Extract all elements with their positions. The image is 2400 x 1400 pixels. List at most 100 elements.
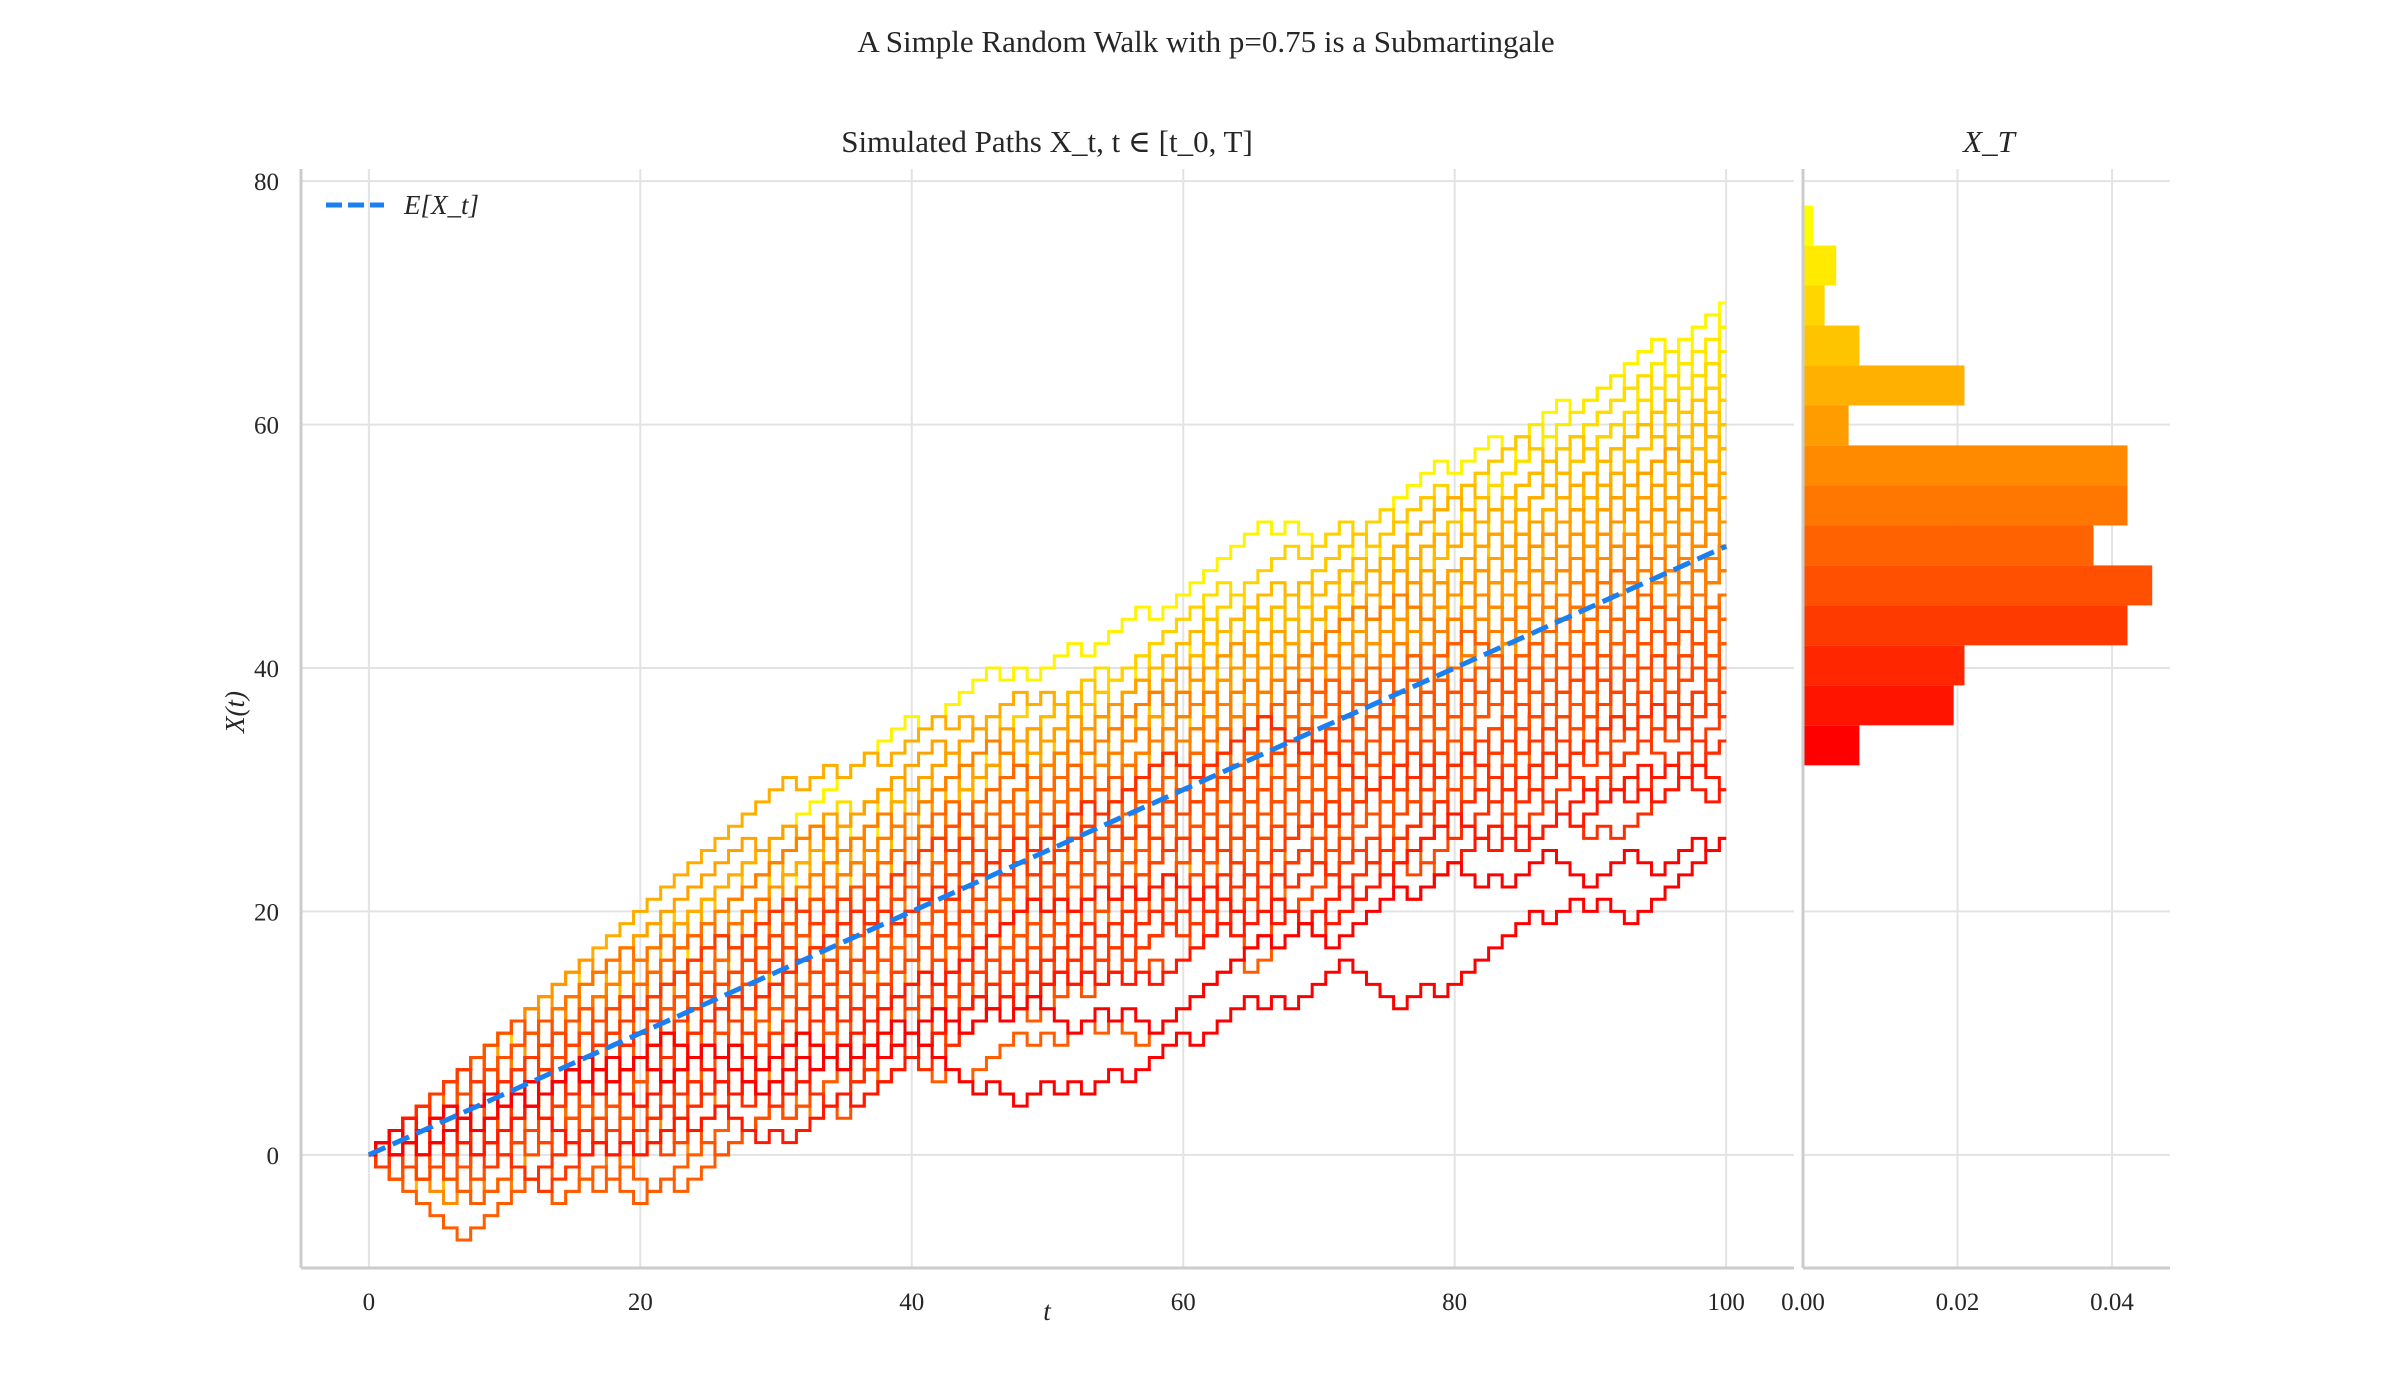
histogram-bar [1803, 645, 1965, 686]
histogram-bar [1803, 685, 1954, 726]
histogram-bar [1803, 485, 2128, 526]
histogram-tick-labels: 0.00 0.02 0.04 [1781, 1289, 2134, 1316]
random-walk-path [368, 362, 1727, 1157]
random-walk-path [368, 617, 1727, 1169]
random-walk-path [368, 374, 1727, 1169]
histogram-bar [1803, 245, 1837, 286]
random-walk-path [368, 642, 1727, 1157]
random-walk-path [368, 423, 1727, 1169]
random-walk-path [368, 763, 1727, 1157]
random-walk-path [368, 629, 1727, 1157]
random-walk-path [368, 836, 1727, 1157]
paths-title: Simulated Paths X_t, t ∈ [t_0, T] [841, 124, 1253, 159]
random-walk-path [368, 447, 1727, 1169]
random-walk-path [368, 654, 1727, 1157]
random-walk-path [368, 410, 1727, 1157]
histogram-bar [1803, 565, 2153, 606]
random-walk-path [368, 569, 1727, 1169]
legend: E[X_t] [326, 190, 479, 220]
histogram-bar [1803, 605, 2128, 646]
y-tick-label: 80 [254, 169, 279, 196]
random-walk-path [368, 605, 1727, 1157]
histogram-axes: 0.00 0.02 0.04 X_T [1781, 124, 2170, 1316]
hist-x-tick-label: 0.02 [1936, 1289, 1980, 1316]
random-walk-path [368, 703, 1727, 1157]
random-walk-path [368, 776, 1727, 1157]
histogram-bar [1803, 325, 1860, 366]
hist-x-tick-label: 0.00 [1781, 1289, 1825, 1316]
expected-value-line [367, 544, 1728, 1158]
random-walk-path [368, 739, 1727, 1181]
histogram-bar [1803, 725, 1860, 766]
random-walk-path [368, 423, 1727, 1169]
random-walk-path [368, 666, 1727, 1169]
random-walk-path [368, 483, 1727, 1157]
x-tick-label: 0 [363, 1289, 376, 1316]
random-walk-path [368, 447, 1727, 1169]
x-tick-label: 80 [1442, 1289, 1467, 1316]
y-tick-label: 20 [254, 899, 279, 926]
random-walk-path [368, 605, 1727, 1157]
legend-label: E[X_t] [403, 190, 479, 220]
hist-x-tick-label: 0.04 [2090, 1289, 2134, 1316]
random-walk-path [368, 447, 1727, 1193]
figure-suptitle: A Simple Random Walk with p=0.75 is a Su… [857, 24, 1554, 59]
random-walk-path [368, 520, 1727, 1193]
random-walk-path [368, 617, 1727, 1169]
histogram-bar [1803, 205, 1814, 246]
x-axis-label: t [1043, 1296, 1052, 1326]
y-tick-label: 60 [254, 413, 279, 440]
random-walk-path [368, 836, 1727, 1157]
random-walk-path [368, 459, 1727, 1157]
random-walk-path [368, 386, 1727, 1157]
random-walk-path [368, 386, 1727, 1157]
random-walk-path [368, 605, 1727, 1157]
x-tick-label: 100 [1707, 1289, 1745, 1316]
random-walk-path [368, 703, 1727, 1157]
x-tick-label: 20 [628, 1289, 653, 1316]
random-walk-path [368, 435, 1727, 1157]
random-walk-path [368, 642, 1727, 1169]
random-walk-path [368, 496, 1727, 1169]
random-walk-path [368, 617, 1727, 1169]
histogram-title: X_T [1961, 124, 2017, 159]
histogram-bar [1803, 285, 1825, 326]
random-walk-path [368, 605, 1727, 1157]
histogram-bar [1803, 405, 1849, 446]
y-axis-label: X(t) [220, 691, 250, 734]
random-walk-path [368, 654, 1727, 1157]
random-walk-path [368, 629, 1727, 1157]
random-walk-path [368, 642, 1727, 1242]
random-walk-path [368, 642, 1727, 1169]
histogram-bars [1803, 205, 2153, 766]
random-walk-path [368, 642, 1727, 1169]
histogram-bar [1803, 445, 2128, 486]
random-walk-path [368, 629, 1727, 1157]
random-walk-path [368, 447, 1727, 1169]
histogram-bar [1803, 365, 1965, 406]
random-walk-path [368, 496, 1727, 1169]
random-walk-path [368, 569, 1727, 1169]
random-walk-path [368, 654, 1727, 1157]
simulated-paths [368, 301, 1727, 1242]
random-walk-path [368, 496, 1727, 1169]
random-walk-path [368, 569, 1727, 1169]
random-walk-path [368, 435, 1727, 1157]
x-tick-label: 40 [899, 1289, 924, 1316]
paths-tick-labels: 0 20 40 60 80 100 0 20 40 60 80 [254, 169, 1745, 1316]
random-walk-path [368, 410, 1727, 1157]
random-walk-path [368, 410, 1727, 1157]
x-tick-label: 60 [1171, 1289, 1196, 1316]
paths-axes: 0 20 40 60 80 100 0 20 40 60 80 Simulated Paths X_… [220, 124, 1794, 1326]
random-walk-path [368, 593, 1727, 1193]
random-walk-path [368, 374, 1727, 1169]
random-walk-path [368, 642, 1727, 1157]
random-walk-path [368, 690, 1727, 1157]
random-walk-path [368, 459, 1727, 1157]
random-walk-path [368, 362, 1727, 1157]
random-walk-path [368, 666, 1727, 1169]
random-walk-path [368, 654, 1727, 1181]
random-walk-path [368, 313, 1727, 1157]
histogram-bar [1803, 525, 2094, 566]
